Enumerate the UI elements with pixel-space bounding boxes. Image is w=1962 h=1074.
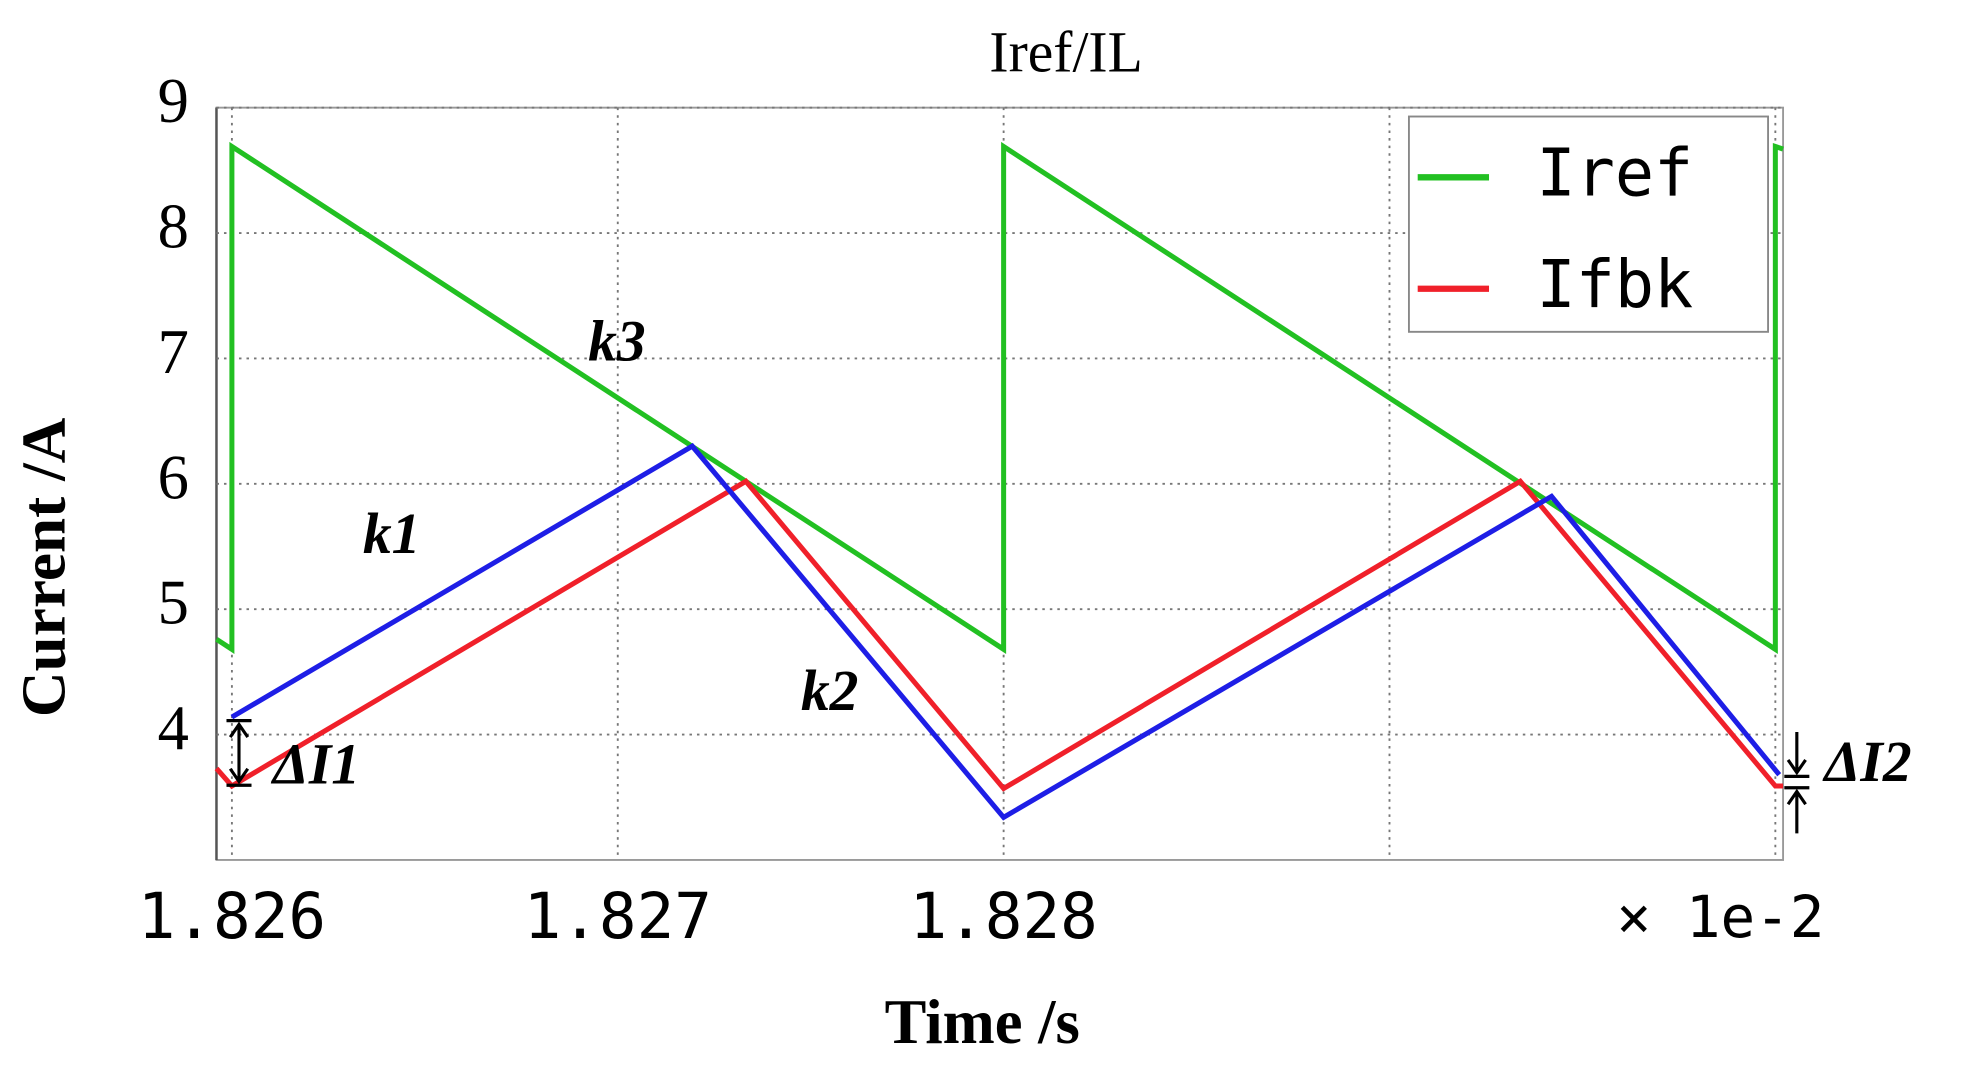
x-axis-label: Time /s <box>885 987 1080 1057</box>
annotation: k3 <box>588 308 646 373</box>
x-multiplier: × 1e-2 <box>1617 883 1825 951</box>
delta-arrow <box>1786 732 1807 834</box>
annotation: k2 <box>801 658 859 723</box>
y-axis-label: Current /A <box>9 418 79 718</box>
delta-arrow <box>228 721 250 785</box>
series-line <box>230 442 1782 821</box>
y-tick-label: 6 <box>158 442 189 512</box>
series-line <box>214 478 1784 792</box>
legend-label: Iref <box>1537 135 1694 211</box>
annotation: ΔI2 <box>1822 729 1911 794</box>
legend-label: Ifbk <box>1537 247 1694 323</box>
x-tick-label: 1.828 <box>909 880 1097 953</box>
y-tick-label: 8 <box>158 191 189 261</box>
annotation: k1 <box>363 501 421 566</box>
x-tick-label: 1.827 <box>524 880 712 953</box>
chart-title: Iref/IL <box>989 19 1142 84</box>
y-tick-label: 5 <box>158 567 189 637</box>
annotation: ΔI1 <box>271 731 360 796</box>
y-tick-label: 4 <box>158 693 189 763</box>
y-tick-label: 7 <box>158 317 189 387</box>
x-tick-label: 1.826 <box>138 880 326 953</box>
legend-box <box>1407 115 1769 333</box>
series-line <box>215 141 1784 654</box>
y-tick-label: 9 <box>158 66 189 136</box>
